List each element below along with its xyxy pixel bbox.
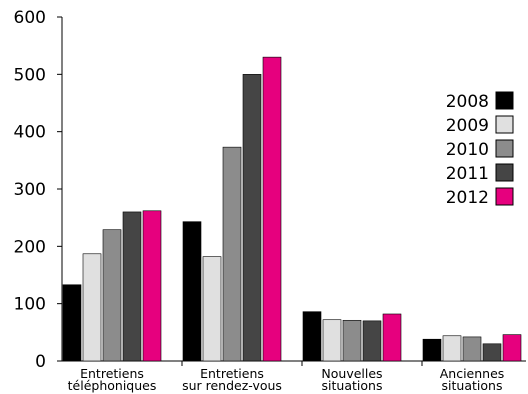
bar-2012-0 [142, 210, 162, 362]
legend-swatch-2012 [495, 187, 514, 206]
y-tick-label: 300 [14, 180, 46, 200]
legend-swatch-2008 [495, 91, 514, 110]
bar-2008-2 [302, 311, 322, 362]
bar-2012-3 [502, 334, 522, 362]
bar-2011-2 [362, 320, 382, 362]
category-label: situations [442, 378, 503, 393]
bar-2009-0 [82, 253, 102, 362]
legend-label-2012: 2012 [446, 188, 489, 208]
category-label: situations [322, 378, 383, 393]
legend: 2008 2009 2010 2011 2012 [446, 91, 514, 208]
category-label: Entretiens [80, 366, 144, 381]
legend-label-2011: 2011 [446, 164, 489, 184]
bar-2011-1 [242, 74, 262, 362]
category-label: Nouvelles [321, 366, 382, 381]
bar-2008-0 [62, 284, 82, 362]
y-tick-label: 100 [14, 295, 46, 315]
bar-2010-0 [102, 229, 122, 362]
category-label: téléphoniques [68, 378, 157, 393]
bar-2008-3 [422, 338, 442, 362]
legend-label-2009: 2009 [446, 116, 489, 136]
legend-label-2010: 2010 [446, 140, 489, 160]
y-tick-label: 0 [35, 352, 46, 372]
bar-2011-0 [122, 211, 142, 362]
bar-2009-1 [202, 256, 222, 362]
bar-2009-2 [322, 319, 342, 362]
bar-2012-1 [262, 56, 282, 362]
y-tick-label: 200 [14, 237, 46, 257]
bar-2012-2 [382, 313, 402, 362]
legend-swatch-2011 [495, 163, 514, 182]
bar-2010-1 [222, 146, 242, 362]
bar-2010-2 [342, 319, 362, 362]
y-tick-label: 600 [14, 8, 46, 28]
category-label: Entretiens [200, 366, 264, 381]
legend-label-2008: 2008 [446, 92, 489, 112]
category-label: Anciennes [440, 366, 505, 381]
bar-2009-3 [442, 335, 462, 362]
bar-2008-1 [182, 221, 202, 362]
bar-2010-3 [462, 336, 482, 362]
legend-swatch-2010 [495, 139, 514, 158]
category-label: sur rendez-vous [182, 378, 282, 393]
y-axis: 0 100 200 300 400 500 600 [14, 8, 63, 372]
bars [62, 56, 522, 362]
y-tick-label: 400 [14, 123, 46, 143]
y-tick-label: 500 [14, 65, 46, 85]
legend-swatch-2009 [495, 115, 514, 134]
bar-2011-3 [482, 343, 502, 362]
